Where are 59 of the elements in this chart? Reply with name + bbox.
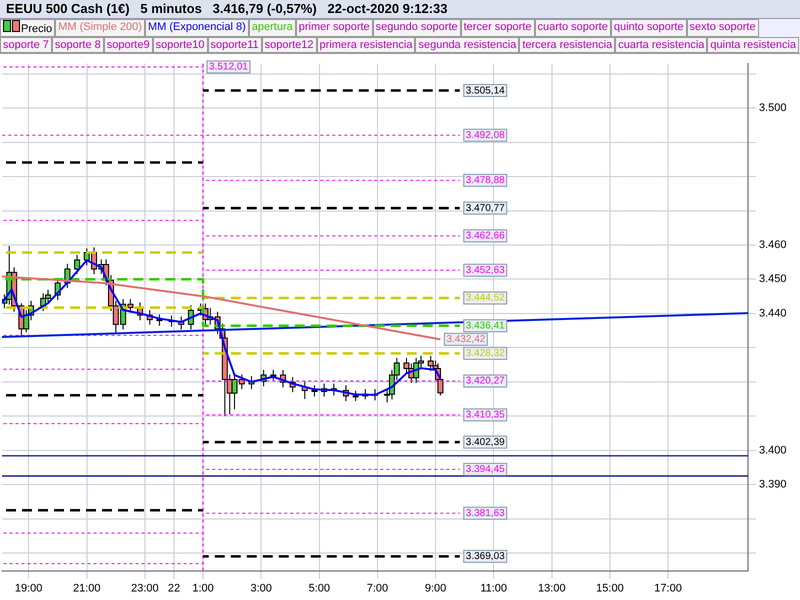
text: quinto soporte bbox=[610, 19, 687, 37]
x-tick-label: 5:00 bbox=[308, 582, 330, 594]
text: soporte10 bbox=[152, 37, 208, 53]
data-label: 3.410,35 bbox=[466, 410, 506, 421]
chart-title: EEUU 500 Cash (1€) bbox=[6, 1, 130, 16]
text: primera resistencia bbox=[316, 37, 416, 53]
x-tick-label: 15:00 bbox=[596, 582, 624, 594]
y-tick-label: 3.460 bbox=[759, 239, 787, 252]
data-label: 3.436,41 bbox=[466, 320, 506, 332]
x-tick-label: 1:00 bbox=[192, 582, 214, 594]
text: soporte 8 bbox=[52, 37, 104, 53]
x-tick-label: 17:00 bbox=[654, 582, 682, 594]
data-label: 3.452,63 bbox=[466, 264, 506, 276]
text: soporte 7 bbox=[0, 37, 52, 53]
y-tick-label: 3.390 bbox=[759, 478, 787, 491]
data-label: 3.444,52 bbox=[466, 292, 506, 304]
legend-label: Precio bbox=[0, 19, 56, 37]
data-label: 3.402,39 bbox=[466, 436, 506, 448]
data-label: 3.492,08 bbox=[466, 130, 506, 141]
data-label: 3.428,32 bbox=[466, 348, 506, 360]
data-label: 3.462,66 bbox=[466, 230, 506, 242]
text: tercer soporte bbox=[460, 19, 534, 37]
data-label: 3.505,14 bbox=[466, 85, 506, 96]
x-tick-label: 23:00 bbox=[131, 582, 159, 594]
text: segundo soporte bbox=[372, 19, 461, 37]
text: tercera resistencia bbox=[519, 37, 616, 53]
y-tick-label: 3.500 bbox=[759, 102, 787, 114]
text: cuarto soporte bbox=[534, 19, 611, 37]
y-tick-label: 3.440 bbox=[759, 307, 787, 320]
text: quinta resistencia bbox=[707, 37, 800, 53]
x-tick-label: 3:00 bbox=[250, 582, 272, 594]
data-label: 3.369,03 bbox=[466, 551, 506, 562]
text: apertura bbox=[248, 19, 296, 37]
x-tick-label: 19:00 bbox=[14, 582, 42, 594]
data-label: 3.470,77 bbox=[466, 202, 506, 214]
text: MM (Simple 200) bbox=[55, 19, 145, 37]
data-label: 3.420,27 bbox=[466, 376, 506, 387]
data-label: 3.432,42 bbox=[446, 334, 486, 346]
y-tick-label: 3.450 bbox=[759, 273, 787, 286]
x-tick-label: 7:00 bbox=[366, 582, 388, 594]
text: sexto soporte bbox=[686, 19, 759, 37]
text: MM (Exponencial 8) bbox=[144, 19, 249, 37]
data-label: 3.512,01 bbox=[209, 62, 248, 73]
data-label: 3.381,63 bbox=[466, 508, 506, 519]
x-tick-label: 9:00 bbox=[424, 582, 446, 594]
x-tick-label: 13:00 bbox=[538, 582, 566, 594]
y-tick-label: 3.400 bbox=[759, 444, 787, 456]
data-label: 3.394,45 bbox=[466, 464, 506, 476]
text: soporte11 bbox=[208, 37, 262, 53]
text: cuarta resistencia bbox=[615, 37, 708, 53]
chart-subtitle: 5 minutos 3.416,79 (-0,57%) 22-oct-2020 9:12:33 bbox=[139, 1, 448, 16]
text: segunda resistencia bbox=[415, 37, 520, 53]
x-tick-label: 22 bbox=[168, 582, 180, 594]
data-label: 3.478,88 bbox=[466, 175, 506, 186]
text: soporte12 bbox=[262, 37, 317, 53]
text: primer soporte bbox=[296, 19, 373, 37]
x-tick-label: 21:00 bbox=[73, 582, 101, 594]
x-tick-label: 11:00 bbox=[480, 582, 508, 594]
text: soporte9 bbox=[104, 37, 153, 53]
